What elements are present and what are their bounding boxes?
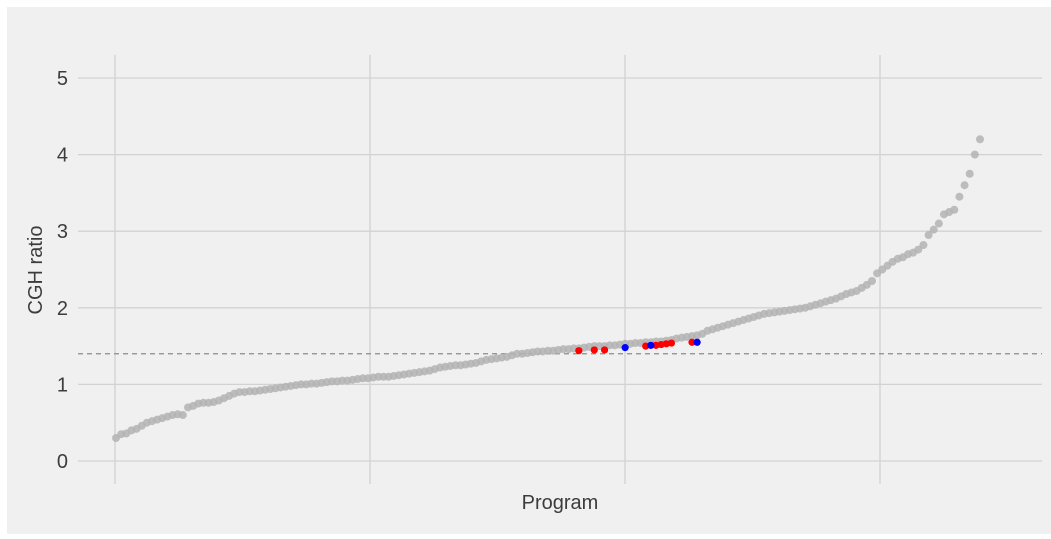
y-tick-labels: 0 1 2 3 4 5	[57, 68, 68, 473]
y-tick-label: 5	[57, 68, 68, 90]
y-axis-label: CGH ratio	[25, 226, 47, 315]
highlight-point	[590, 346, 598, 354]
data-point	[919, 240, 928, 249]
highlight-point	[693, 338, 701, 346]
data-point	[914, 245, 923, 254]
y-tick-label: 4	[57, 145, 68, 167]
y-tick-label: 2	[57, 298, 68, 320]
data-point	[934, 219, 943, 228]
data-point	[868, 276, 876, 285]
data-point	[965, 169, 974, 178]
y-tick-label: 3	[57, 221, 68, 243]
y-tick-label: 1	[57, 374, 68, 396]
data-point	[950, 205, 959, 214]
grid-lines	[78, 55, 1042, 484]
plot-panel	[7, 7, 1051, 534]
data-point	[955, 192, 964, 201]
data-point	[976, 135, 984, 144]
highlight-point	[621, 344, 629, 352]
data-point	[929, 225, 938, 234]
y-tick-label: 0	[57, 451, 68, 473]
data-point	[960, 181, 969, 190]
highlight-point	[575, 347, 583, 355]
data-point	[970, 150, 979, 159]
data-points	[112, 135, 984, 443]
highlight-point	[667, 339, 676, 347]
highlight-point	[647, 341, 655, 349]
data-point	[924, 231, 933, 240]
data-point	[178, 411, 187, 420]
highlight-point	[688, 338, 696, 346]
highlight-point	[600, 346, 609, 354]
x-axis-label: Program	[522, 492, 599, 514]
